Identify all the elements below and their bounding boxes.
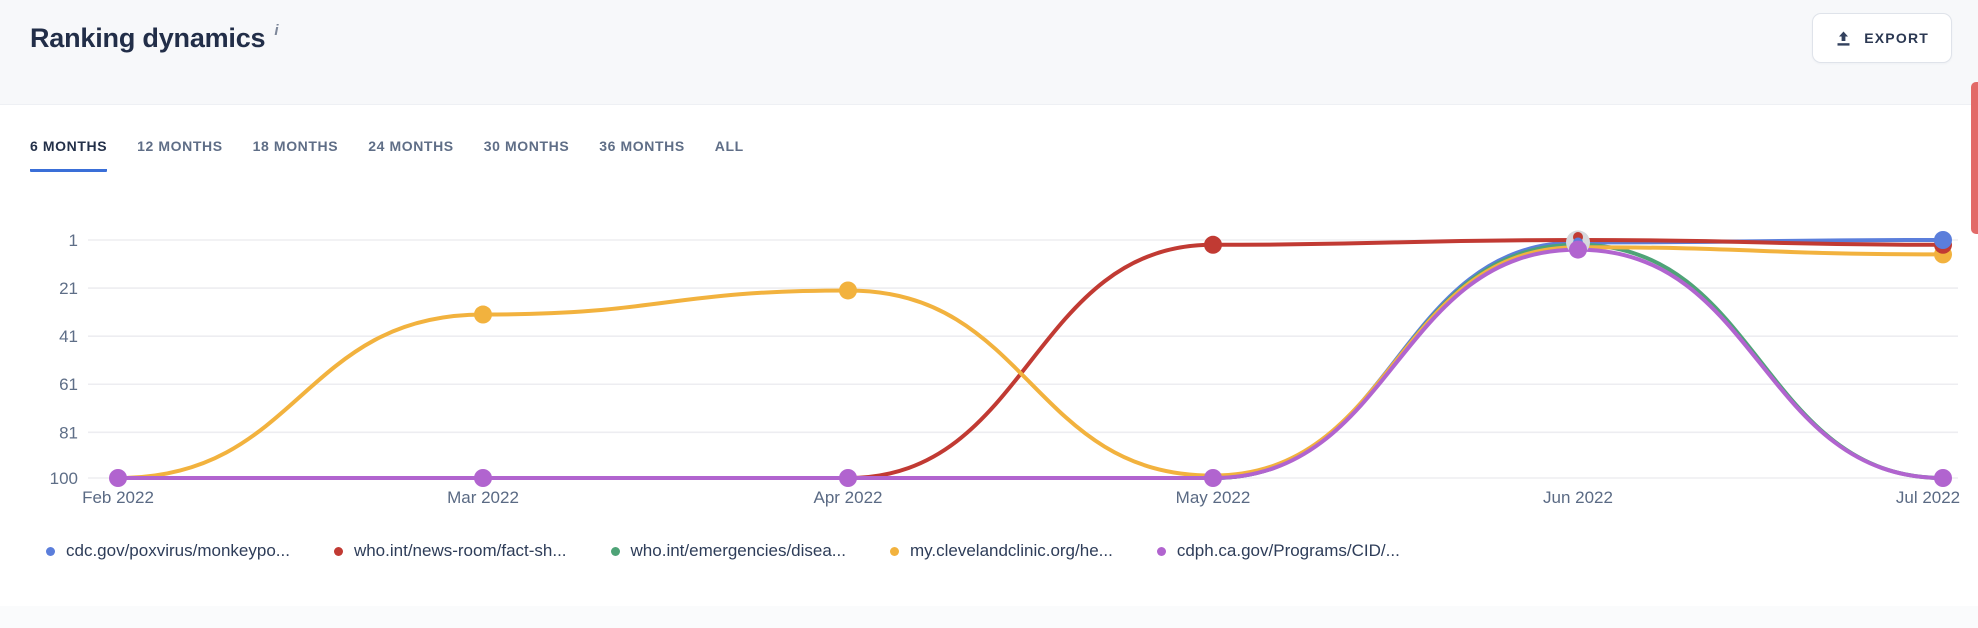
data-point[interactable] — [474, 469, 492, 487]
legend-label: who.int/news-room/fact-sh... — [353, 541, 567, 560]
legend-item[interactable]: cdc.gov/poxvirus/monkeypo... — [46, 541, 290, 561]
y-tick-label: 61 — [59, 375, 78, 394]
tab-18-months[interactable]: 18 MONTHS — [252, 138, 339, 154]
x-tick-label: May 2022 — [1176, 488, 1251, 507]
x-tick-label: Apr 2022 — [814, 488, 883, 507]
legend-label: who.int/emergencies/disea... — [630, 541, 846, 560]
legend-label: cdph.ca.gov/Programs/CID/... — [1176, 541, 1400, 560]
x-tick-label: Jul 2022 — [1896, 488, 1960, 507]
legend-item[interactable]: who.int/news-room/fact-sh... — [333, 541, 567, 561]
tab-36-months[interactable]: 36 MONTHS — [599, 138, 685, 154]
tab-12-months[interactable]: 12 MONTHS — [137, 138, 223, 154]
data-point[interactable] — [1569, 240, 1587, 259]
x-tick-label: Mar 2022 — [447, 488, 519, 507]
x-tick-label: Jun 2022 — [1543, 488, 1613, 507]
page-title-text: Ranking dynamics — [30, 23, 266, 53]
y-tick-label: 21 — [59, 279, 78, 298]
data-point[interactable] — [839, 281, 857, 300]
x-tick-label: Feb 2022 — [82, 488, 154, 507]
y-tick-label: 41 — [59, 327, 78, 346]
legend-item[interactable]: who.int/emergencies/disea... — [610, 541, 846, 561]
widget-header: Ranking dynamics i EXPORT — [0, 0, 1978, 105]
legend-dot — [889, 546, 899, 556]
series-line[interactable] — [116, 245, 1945, 480]
data-point[interactable] — [1204, 469, 1222, 487]
tab-30-months[interactable]: 30 MONTHS — [483, 138, 570, 154]
legend-dot — [1156, 546, 1166, 556]
upload-icon — [1837, 31, 1850, 46]
chart-legend: cdc.gov/poxvirus/monkeypo... who.int/news… — [46, 541, 1400, 561]
tab-6-months[interactable]: 6 MONTHS — [30, 138, 108, 172]
data-point[interactable] — [1934, 469, 1952, 487]
page-title: Ranking dynamics i — [30, 22, 279, 54]
right-edge-red-scroll-indicator[interactable] — [1971, 82, 1978, 234]
y-tick-label: 81 — [59, 423, 78, 442]
legend-item[interactable]: my.clevelandclinic.org/he... — [889, 541, 1113, 561]
y-tick-label: 1 — [69, 231, 78, 250]
bottom-spacer — [0, 606, 1978, 628]
data-point[interactable] — [1934, 231, 1952, 249]
tab-24-months[interactable]: 24 MONTHS — [368, 138, 454, 154]
y-tick-label: 100 — [50, 469, 78, 488]
time-range-tabs: 6 MONTHS 12 MONTHS 18 MONTHS 24 MONTHS 30 MO… — [30, 138, 744, 172]
legend-item[interactable]: cdph.ca.gov/Programs/CID/... — [1156, 541, 1400, 561]
legend-dot — [610, 546, 620, 556]
info-icon[interactable]: i — [274, 22, 279, 39]
data-point[interactable] — [474, 305, 492, 324]
legend-label: cdc.gov/poxvirus/monkeypo... — [66, 541, 290, 560]
legend-dot — [333, 546, 343, 556]
data-point[interactable] — [1204, 235, 1222, 254]
legend-dot — [46, 546, 55, 556]
legend-label: my.clevelandclinic.org/he... — [909, 541, 1113, 560]
export-button-label: EXPORT — [1864, 30, 1929, 46]
tab-all[interactable]: ALL — [714, 138, 744, 154]
export-button[interactable]: EXPORT — [1812, 13, 1952, 63]
series-line[interactable] — [116, 247, 1945, 481]
data-point[interactable] — [109, 469, 127, 487]
data-point[interactable] — [839, 469, 857, 487]
